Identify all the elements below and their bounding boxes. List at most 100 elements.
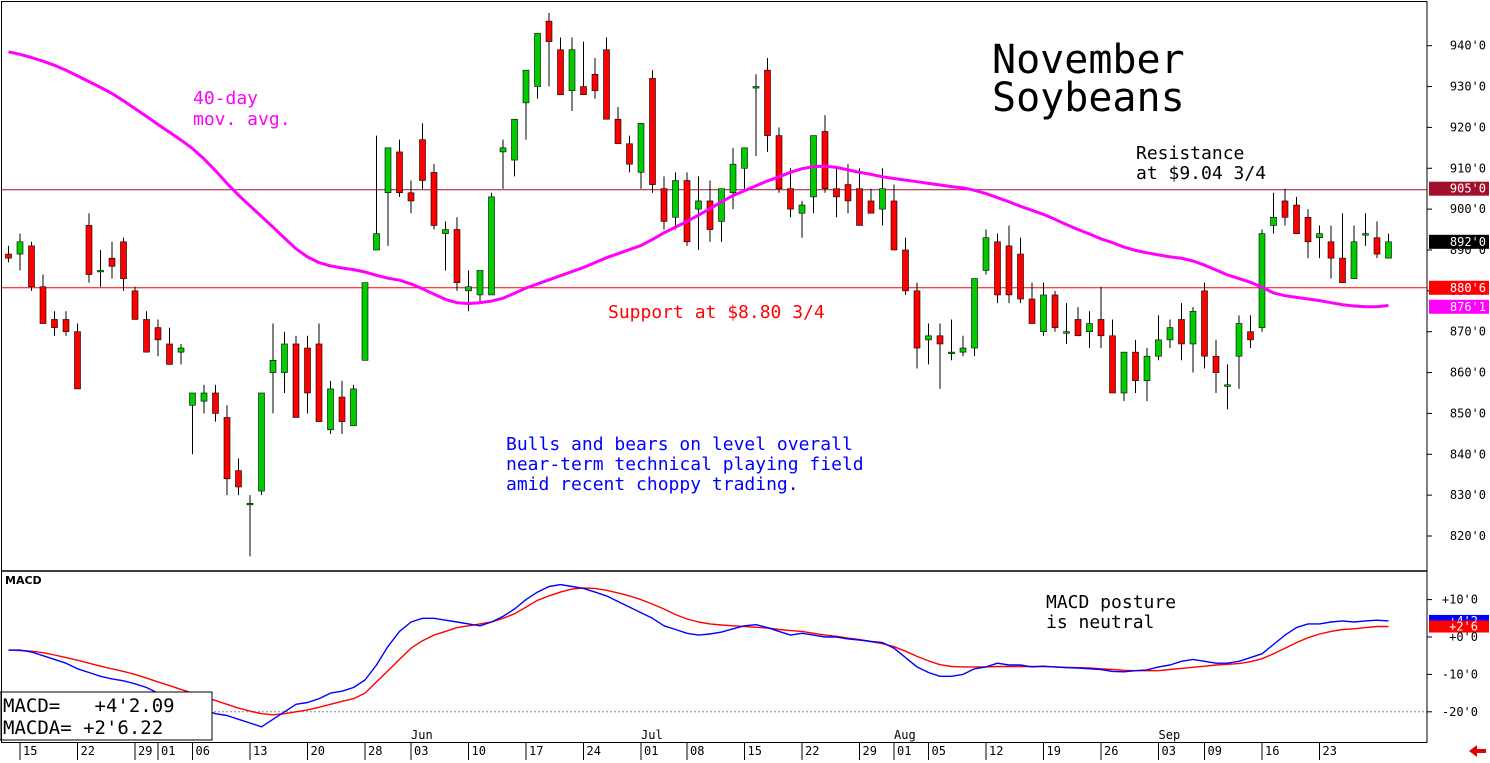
candle-body [1143, 355, 1151, 382]
month-label: Aug [894, 728, 916, 742]
candle-body [304, 347, 311, 394]
candle [74, 323, 81, 390]
ma-label: 40-day mov. avg. [193, 88, 291, 130]
candle [522, 69, 530, 140]
candle-body [534, 33, 541, 87]
candle-body [74, 331, 81, 390]
y-tick-label: 870'0 [1450, 325, 1486, 339]
candle [637, 123, 645, 189]
macd-panel-title: MACD [5, 574, 42, 587]
candle-body [51, 319, 58, 328]
candle-body [557, 49, 564, 96]
candle-body [1040, 294, 1047, 332]
candle-body [327, 388, 334, 431]
candle-body [1155, 339, 1162, 357]
macd-y-tick-label: -20'0 [1442, 705, 1478, 719]
candle-body [867, 200, 875, 214]
candle [591, 57, 599, 99]
candle [729, 147, 737, 210]
candle-body [499, 147, 507, 153]
candle [315, 323, 323, 422]
candle-body [166, 343, 173, 365]
candle-body [246, 503, 254, 506]
candle [5, 245, 12, 263]
candle [396, 139, 403, 197]
candle [384, 147, 392, 246]
candle-body [1051, 294, 1059, 328]
candle-body [637, 123, 645, 173]
macd-y-tick-label: -10'0 [1442, 667, 1478, 681]
candle [304, 335, 311, 414]
candle [1339, 213, 1346, 283]
candle [557, 37, 564, 96]
candle-body [764, 69, 771, 136]
candle [97, 249, 104, 287]
candle-body [1270, 216, 1277, 226]
candle [177, 343, 185, 365]
price-tag-label: 892'0 [1450, 235, 1486, 249]
candle-body [1304, 216, 1312, 243]
month-label: Jul [641, 728, 663, 742]
x-tick-label: 19 [1047, 744, 1061, 758]
macd-value-tag-label: +2'6 [1449, 620, 1478, 634]
candle-body [936, 335, 944, 345]
candle [925, 323, 932, 365]
candle-body [1339, 257, 1346, 283]
chart-frame [1, 1, 1428, 743]
month-label: Jun [411, 728, 433, 742]
macd-line [8, 583, 1389, 728]
candle [1270, 192, 1277, 234]
candle [258, 392, 265, 496]
candle-body [1281, 200, 1289, 218]
x-tick-label: 01 [644, 744, 658, 758]
candle-body [1074, 319, 1082, 337]
candle [419, 123, 426, 189]
candle-body [1178, 319, 1185, 345]
candle [936, 323, 944, 389]
candle-body [5, 253, 12, 259]
price-tag [1429, 181, 1489, 196]
candle-body [85, 225, 93, 275]
candle-body [338, 396, 346, 422]
candle-body [384, 147, 392, 194]
candle [614, 106, 622, 145]
candle [1109, 319, 1116, 394]
x-tick-label: 13 [253, 744, 267, 758]
x-tick-label: 12 [989, 744, 1003, 758]
candle-body [522, 69, 530, 104]
candle-body [430, 172, 438, 226]
candle-body [821, 131, 829, 189]
left-arrow-icon[interactable] [1469, 745, 1486, 757]
x-tick-label: 03 [414, 744, 428, 758]
candle-body [465, 286, 472, 292]
candle [499, 139, 507, 189]
candle-body [913, 290, 921, 349]
candle-body [1109, 335, 1116, 394]
candle [488, 192, 495, 296]
macd-comment: MACD posture is neutral [1046, 592, 1176, 633]
candle-body [396, 151, 403, 194]
candle-body [545, 20, 553, 42]
candle [453, 217, 461, 291]
candle-body [258, 392, 265, 492]
candle [856, 168, 863, 226]
candle-body [235, 470, 242, 488]
candle [39, 274, 47, 324]
candle-body [1327, 241, 1335, 259]
candle [361, 282, 369, 361]
x-tick-label: 03 [1162, 744, 1176, 758]
x-tick-label: 22 [805, 744, 819, 758]
candle-body [695, 200, 702, 210]
candle-body [994, 241, 1001, 296]
candle-body [1293, 204, 1300, 234]
candle-body [1212, 355, 1220, 373]
candle-body [982, 237, 990, 271]
macd-readout: MACD= +4'2.09 [3, 695, 175, 717]
candle [131, 286, 139, 320]
candle [1028, 282, 1036, 324]
candle [223, 405, 231, 496]
candle-body [1166, 327, 1174, 341]
candle [1051, 290, 1059, 332]
candle-body [833, 188, 840, 198]
candle [1247, 315, 1254, 349]
